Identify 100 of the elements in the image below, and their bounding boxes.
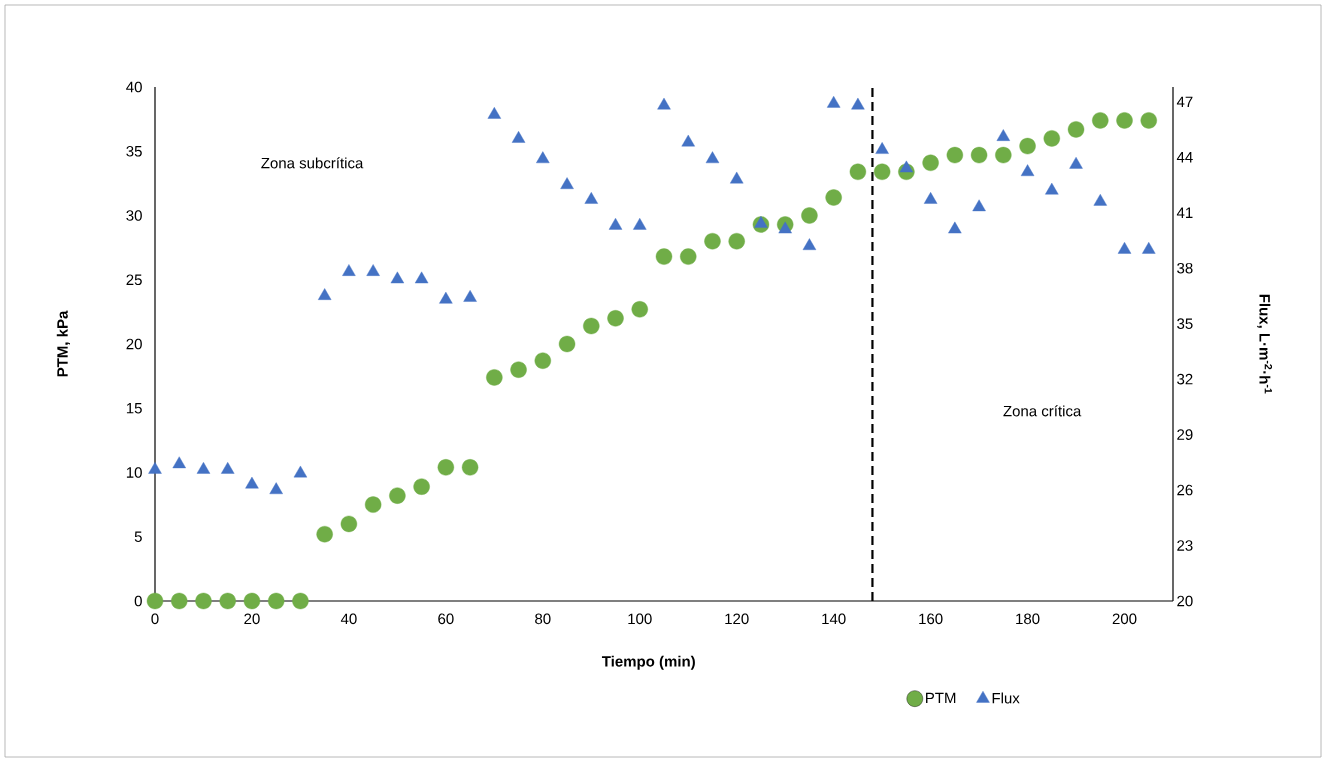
point [1140, 112, 1157, 129]
point [221, 462, 235, 474]
point [946, 146, 964, 164]
y2-tick-label: 41 [1176, 207, 1193, 218]
y2-tick-label: 47 [1176, 96, 1193, 107]
point [680, 248, 697, 265]
point [583, 317, 600, 335]
point [413, 478, 430, 495]
point [269, 482, 283, 495]
y2-tick-label: 38 [1177, 262, 1193, 274]
point [389, 487, 406, 504]
point [536, 151, 550, 164]
point [316, 525, 333, 543]
point [1116, 112, 1133, 129]
point [802, 238, 817, 250]
point [1043, 130, 1061, 147]
point [873, 163, 891, 181]
point [463, 290, 477, 302]
x-tick-label: 80 [535, 613, 551, 625]
point [439, 291, 453, 304]
point [631, 301, 648, 318]
point [245, 476, 259, 489]
point [607, 310, 624, 327]
x-tick-label: 160 [919, 613, 943, 625]
legend-label: Flux [992, 692, 1020, 704]
annotation: Zona crítica [1003, 405, 1082, 417]
y2-tick-label: 44 [1176, 152, 1193, 163]
y-tick-label: 5 [134, 531, 142, 542]
y2-axis-title: Flux, L·m$^{-2}$·h$^{-1}$ [1257, 294, 1273, 394]
point [146, 592, 164, 610]
legend-label: PTM [926, 692, 956, 704]
annotation: Zona subcrítica [261, 157, 364, 169]
x-tick-label: 120 [725, 613, 749, 625]
point [390, 271, 405, 284]
point [1069, 156, 1083, 169]
y2-tick-label: 26 [1177, 484, 1193, 496]
point [704, 233, 721, 250]
point [148, 462, 162, 474]
point [511, 131, 526, 143]
x-tick-label: 20 [244, 613, 260, 625]
point [948, 221, 962, 234]
point [655, 248, 673, 265]
point [437, 459, 455, 476]
point [826, 95, 841, 108]
point [558, 335, 576, 353]
point [730, 171, 744, 184]
point [340, 515, 358, 533]
point [657, 97, 671, 110]
point [875, 142, 889, 154]
x-axis-title: Tiempo (min) [601, 655, 695, 670]
point [486, 369, 503, 386]
y2-tick-label: 32 [1177, 373, 1193, 385]
point [510, 361, 527, 378]
point [754, 216, 768, 228]
point [705, 151, 720, 164]
point [922, 154, 939, 172]
point [608, 217, 623, 230]
point [1019, 137, 1036, 155]
point [899, 160, 914, 173]
point [1045, 182, 1059, 195]
y-tick-label: 25 [126, 274, 142, 286]
y2-tick-label: 23 [1177, 540, 1193, 551]
point [267, 592, 285, 610]
point [243, 592, 261, 610]
y-tick-label: 10 [126, 467, 142, 478]
point [342, 264, 356, 276]
point [995, 146, 1012, 164]
point [996, 129, 1011, 141]
point [1117, 242, 1132, 254]
point [171, 592, 188, 610]
point [584, 192, 598, 204]
point [1092, 112, 1109, 129]
point [195, 592, 212, 610]
x-tick-label: 180 [1016, 613, 1040, 625]
y-tick-label: 0 [134, 595, 142, 607]
y-axis-title: PTM, kPa [56, 310, 70, 377]
x-tick-label: 200 [1112, 613, 1137, 625]
point [801, 207, 818, 224]
point [681, 134, 695, 147]
point [461, 459, 479, 476]
point [534, 352, 552, 369]
point [851, 97, 865, 110]
point [923, 192, 938, 204]
point [1067, 121, 1085, 138]
point [196, 462, 211, 474]
point [560, 177, 574, 189]
x-tick-label: 40 [340, 613, 357, 625]
x-tick-label: 100 [628, 613, 652, 625]
point [778, 221, 792, 234]
point [317, 288, 332, 300]
y2-tick-label: 20 [1177, 595, 1193, 607]
point [292, 592, 309, 610]
point [172, 456, 186, 469]
x-tick-label: 0 [151, 613, 159, 625]
point [414, 271, 429, 284]
point [293, 465, 308, 478]
point [1142, 242, 1156, 254]
point [366, 264, 380, 276]
point [728, 233, 745, 250]
point [825, 189, 842, 206]
